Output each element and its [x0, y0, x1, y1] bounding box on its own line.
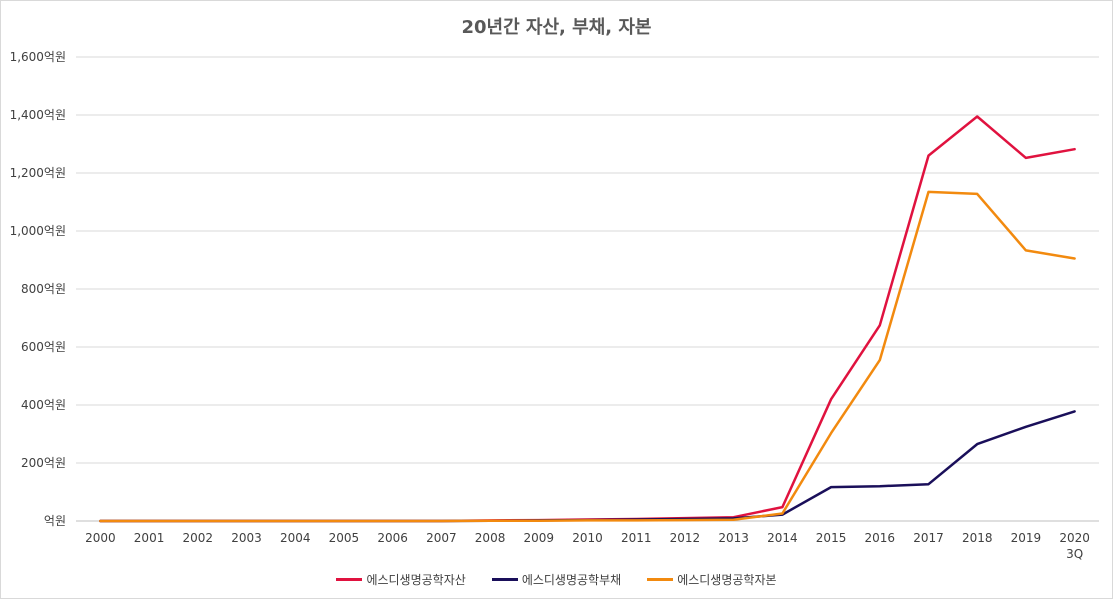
x-tick-label: 2005 [329, 531, 360, 545]
x-tick-label: 2017 [913, 531, 944, 545]
legend-item: 에스디생명공학부채 [491, 571, 622, 588]
x-tick-label: 2001 [134, 531, 165, 545]
legend-label: 에스디생명공학자본 [677, 573, 777, 587]
y-tick-label: 억원 [44, 514, 66, 528]
x-tick-label: 2012 [670, 531, 701, 545]
series-line-2 [99, 410, 1076, 523]
y-tick-label: 600억원 [21, 340, 66, 354]
x-tick-sublabel: 3Q [1066, 547, 1083, 561]
x-tick-label: 2003 [231, 531, 262, 545]
y-tick-label: 200억원 [21, 456, 66, 470]
legend-item: 에스디생명공학자본 [647, 571, 777, 588]
series-line-1 [99, 115, 1076, 523]
y-tick-label: 400억원 [21, 398, 66, 412]
legend-label: 에스디생명공학부채 [521, 573, 622, 587]
legend-swatch [647, 578, 674, 581]
x-tick-label: 2007 [426, 531, 457, 545]
legend-swatch [491, 578, 518, 581]
x-tick-label: 2000 [85, 531, 116, 545]
legend-label: 에스디생명공학자산 [366, 573, 466, 587]
x-tick-label: 2004 [280, 531, 311, 545]
x-tick-label: 2020 [1059, 531, 1090, 545]
x-tick-label: 2018 [962, 531, 993, 545]
legend-swatch [336, 578, 363, 581]
chart-title: 20년간 자산, 부채, 자본 [461, 17, 652, 38]
x-tick-label: 2008 [475, 531, 506, 545]
x-tick-label: 2002 [183, 531, 214, 545]
x-tick-label: 2015 [816, 531, 847, 545]
x-tick-label: 2014 [767, 531, 798, 545]
x-tick-label: 2010 [572, 531, 603, 545]
y-tick-label: 1,000억원 [10, 224, 66, 238]
chart-legend: 에스디생명공학자산 에스디생명공학부채 에스디생명공학자본 [1, 571, 1112, 588]
x-tick-label: 2016 [865, 531, 896, 545]
y-tick-label: 800억원 [21, 282, 66, 296]
x-tick-label: 2009 [524, 531, 555, 545]
x-tick-label: 2013 [718, 531, 749, 545]
x-tick-label: 2006 [377, 531, 408, 545]
y-tick-label: 1,400억원 [10, 108, 66, 122]
x-tick-label: 2011 [621, 531, 652, 545]
y-tick-label: 1,200억원 [10, 166, 66, 180]
legend-item: 에스디생명공학자산 [336, 571, 466, 588]
y-tick-label: 1,600억원 [10, 50, 66, 64]
series-line-3 [99, 190, 1076, 523]
x-tick-label: 2019 [1011, 531, 1042, 545]
